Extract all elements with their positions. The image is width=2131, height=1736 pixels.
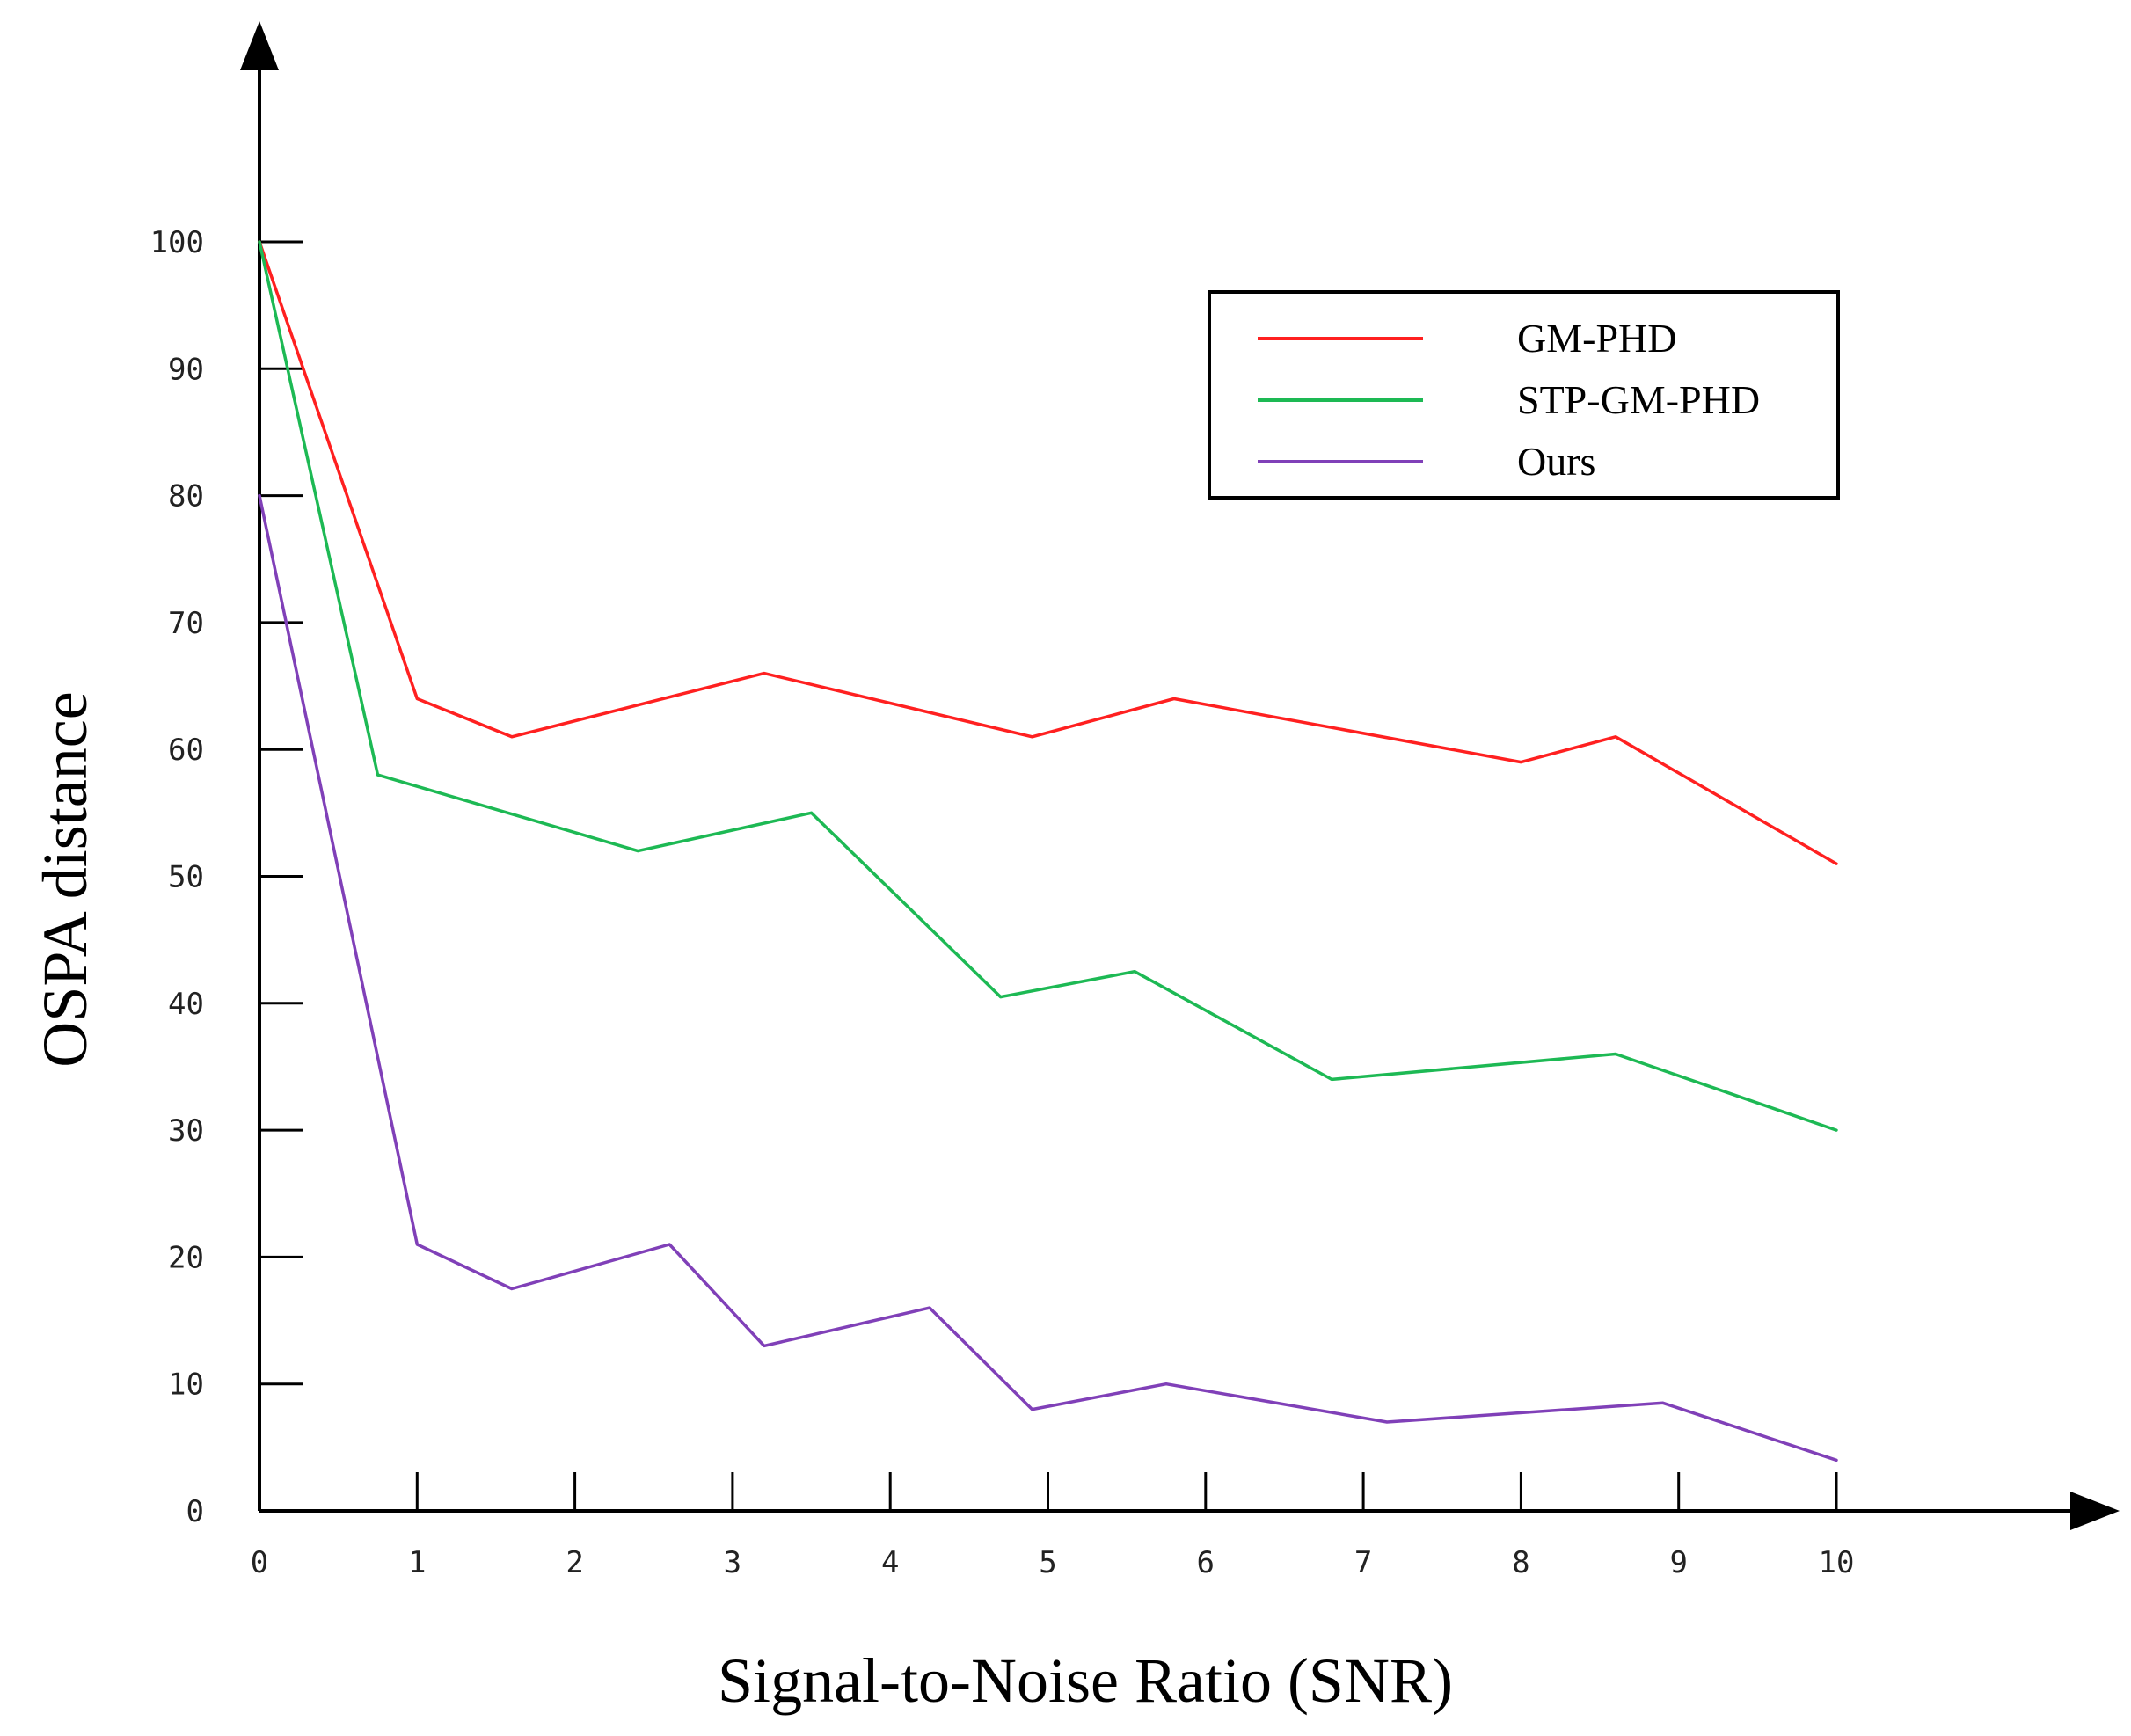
legend-label-stp-gm-phd: STP-GM-PHD (1517, 377, 1760, 422)
x-ticks: 0 1 2 3 4 5 6 7 8 9 10 (251, 1472, 1855, 1580)
y-tick-label: 100 (150, 225, 204, 260)
series-line-stp-gm-phd (258, 240, 1838, 1132)
x-tick-label: 5 (1039, 1545, 1056, 1580)
x-tick-label: 9 (1669, 1545, 1687, 1580)
y-ticks: 0 10 20 30 40 50 60 70 80 90 100 (150, 225, 303, 1529)
x-tick-label: 1 (408, 1545, 426, 1580)
y-tick-label: 0 (186, 1494, 204, 1529)
x-axis-title: Signal-to-Noise Ratio (SNR) (718, 1645, 1453, 1716)
y-axis-arrow-icon (240, 21, 279, 70)
y-tick-label: 40 (168, 987, 204, 1022)
y-tick-label: 50 (168, 860, 204, 895)
x-tick-label: 10 (1819, 1545, 1855, 1580)
series-line-ours (258, 493, 1838, 1462)
x-axis-arrow-icon (2070, 1492, 2120, 1530)
x-tick-label: 6 (1197, 1545, 1215, 1580)
x-tick-label: 4 (881, 1545, 899, 1580)
y-tick-label: 20 (168, 1240, 204, 1275)
y-axis-title: OSPA distance (30, 691, 100, 1067)
x-tick-label: 7 (1354, 1545, 1372, 1580)
y-tick-label: 70 (168, 606, 204, 641)
axes (240, 21, 2120, 1530)
x-tick-label: 8 (1512, 1545, 1529, 1580)
y-tick-label: 30 (168, 1113, 204, 1149)
y-tick-label: 10 (168, 1368, 204, 1403)
y-tick-label: 60 (168, 733, 204, 768)
legend: GM-PHD STP-GM-PHD Ours (1208, 290, 1840, 500)
y-tick-label: 80 (168, 479, 204, 514)
x-tick-label: 3 (724, 1545, 741, 1580)
legend-label-ours: Ours (1517, 439, 1595, 484)
y-tick-label: 90 (168, 352, 204, 387)
x-tick-label: 0 (251, 1545, 268, 1580)
legend-label-gm-phd: GM-PHD (1517, 316, 1676, 361)
series-line-gm-phd (258, 240, 1838, 865)
series-group (258, 240, 1838, 1462)
x-tick-label: 2 (566, 1545, 583, 1580)
